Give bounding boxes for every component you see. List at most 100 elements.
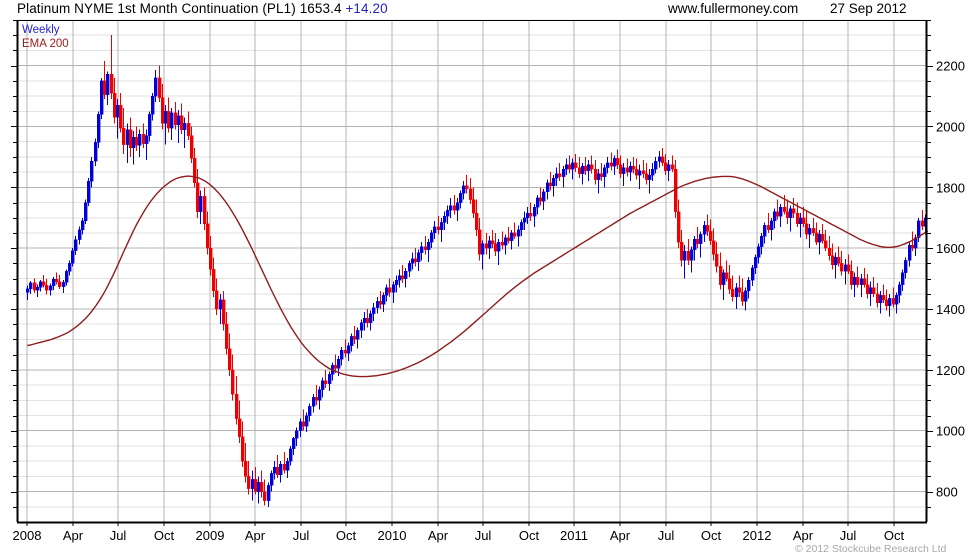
- candle-body: [827, 247, 832, 256]
- candle-body: [224, 324, 229, 349]
- candle-body: [644, 173, 649, 180]
- candle-body: [314, 397, 319, 401]
- candle-body: [545, 182, 550, 193]
- candle-body: [657, 156, 662, 162]
- candle-body: [564, 164, 569, 170]
- candle-body: [823, 240, 828, 249]
- y-axis-ticks: [11, 20, 933, 508]
- candle-body: [278, 463, 283, 476]
- candle-body: [218, 299, 223, 310]
- candle-body: [698, 234, 703, 244]
- candle-body: [907, 244, 912, 261]
- candle-body: [157, 77, 162, 98]
- x-axis-tick-label: Jul: [475, 528, 492, 543]
- candle-body: [125, 129, 130, 145]
- candle-body: [884, 299, 889, 307]
- y-axis-tick-label: 2000: [936, 119, 965, 134]
- candle-body: [573, 162, 578, 168]
- x-axis-tick-label: Oct: [154, 528, 175, 543]
- candle-body: [650, 168, 655, 176]
- candle-body: [429, 232, 434, 243]
- candle-body: [920, 220, 925, 227]
- candle-body: [150, 95, 155, 115]
- candle-body: [772, 211, 777, 222]
- candle-body: [403, 270, 408, 279]
- candle-body: [394, 279, 399, 285]
- x-axis-tick-label: Jul: [293, 528, 310, 543]
- candle-body: [230, 369, 235, 395]
- candle-body: [750, 267, 755, 281]
- candle-body: [577, 167, 582, 174]
- candlesticks: [25, 35, 928, 507]
- candle-body: [214, 290, 219, 310]
- candle-body: [871, 287, 876, 295]
- candle-body: [519, 222, 524, 231]
- candle-body: [323, 380, 328, 384]
- candle-body: [682, 251, 687, 261]
- candle-body: [458, 193, 463, 203]
- price-change: +14.20: [345, 1, 388, 16]
- candle-body: [496, 241, 501, 252]
- candle-body: [689, 249, 694, 261]
- candle-body: [769, 220, 774, 231]
- candle-body: [41, 281, 46, 286]
- candle-body: [243, 460, 248, 477]
- chart-header: Platinum NYME 1st Month Continuation (PL…: [0, 0, 980, 20]
- y-axis-tick-label: 2200: [936, 59, 965, 74]
- candle-body: [320, 380, 325, 390]
- candle-body: [615, 158, 620, 165]
- last-price: 1653.4: [299, 1, 342, 16]
- candle-body: [881, 295, 886, 301]
- candle-body: [70, 250, 75, 264]
- candle-body: [852, 276, 857, 285]
- candle-body: [814, 232, 819, 243]
- candle-body: [86, 181, 91, 203]
- x-axis-ticks: [26, 522, 895, 526]
- candle-body: [609, 162, 614, 167]
- candle-body: [407, 263, 412, 272]
- candle-body: [641, 170, 646, 174]
- candle-body: [93, 142, 98, 162]
- chart-date: 27 Sep 2012: [830, 1, 907, 16]
- candle-body: [195, 182, 200, 212]
- candle-body: [580, 165, 585, 174]
- candle-body: [471, 199, 476, 214]
- candle-body: [714, 254, 719, 267]
- candle-body: [452, 205, 457, 211]
- candle-body: [359, 322, 364, 331]
- candle-body: [192, 158, 197, 183]
- candle-body: [400, 275, 405, 279]
- candle-body: [468, 188, 473, 200]
- x-axis-tick-label: Apr: [245, 528, 266, 543]
- candle-body: [570, 162, 575, 170]
- candle-body: [788, 208, 793, 218]
- candle-body: [205, 223, 210, 249]
- candle-body: [346, 345, 351, 354]
- candle-body: [718, 266, 723, 285]
- candle-body: [746, 279, 751, 291]
- candle-body: [423, 246, 428, 250]
- candle-body: [702, 225, 707, 235]
- candle-body: [413, 258, 418, 263]
- candle-body: [461, 185, 466, 194]
- candle-body: [57, 281, 62, 287]
- candle-body: [807, 228, 812, 235]
- candle-body: [734, 287, 739, 298]
- candle-body: [477, 229, 482, 255]
- candle-body: [705, 225, 710, 232]
- candle-body: [916, 220, 921, 238]
- candle-body: [432, 226, 437, 234]
- candle-body: [32, 282, 37, 291]
- candle-body: [913, 237, 918, 249]
- x-axis-tick-label: Apr: [63, 528, 84, 543]
- candle-body: [208, 247, 213, 270]
- candle-body: [51, 279, 56, 287]
- candle-body: [586, 164, 591, 171]
- candle-body: [612, 158, 617, 167]
- candle-body: [211, 269, 216, 291]
- candle-body: [583, 165, 588, 171]
- candle-body: [596, 173, 601, 180]
- candle-body: [487, 240, 492, 249]
- candle-body: [262, 491, 267, 501]
- candle-body: [80, 220, 85, 231]
